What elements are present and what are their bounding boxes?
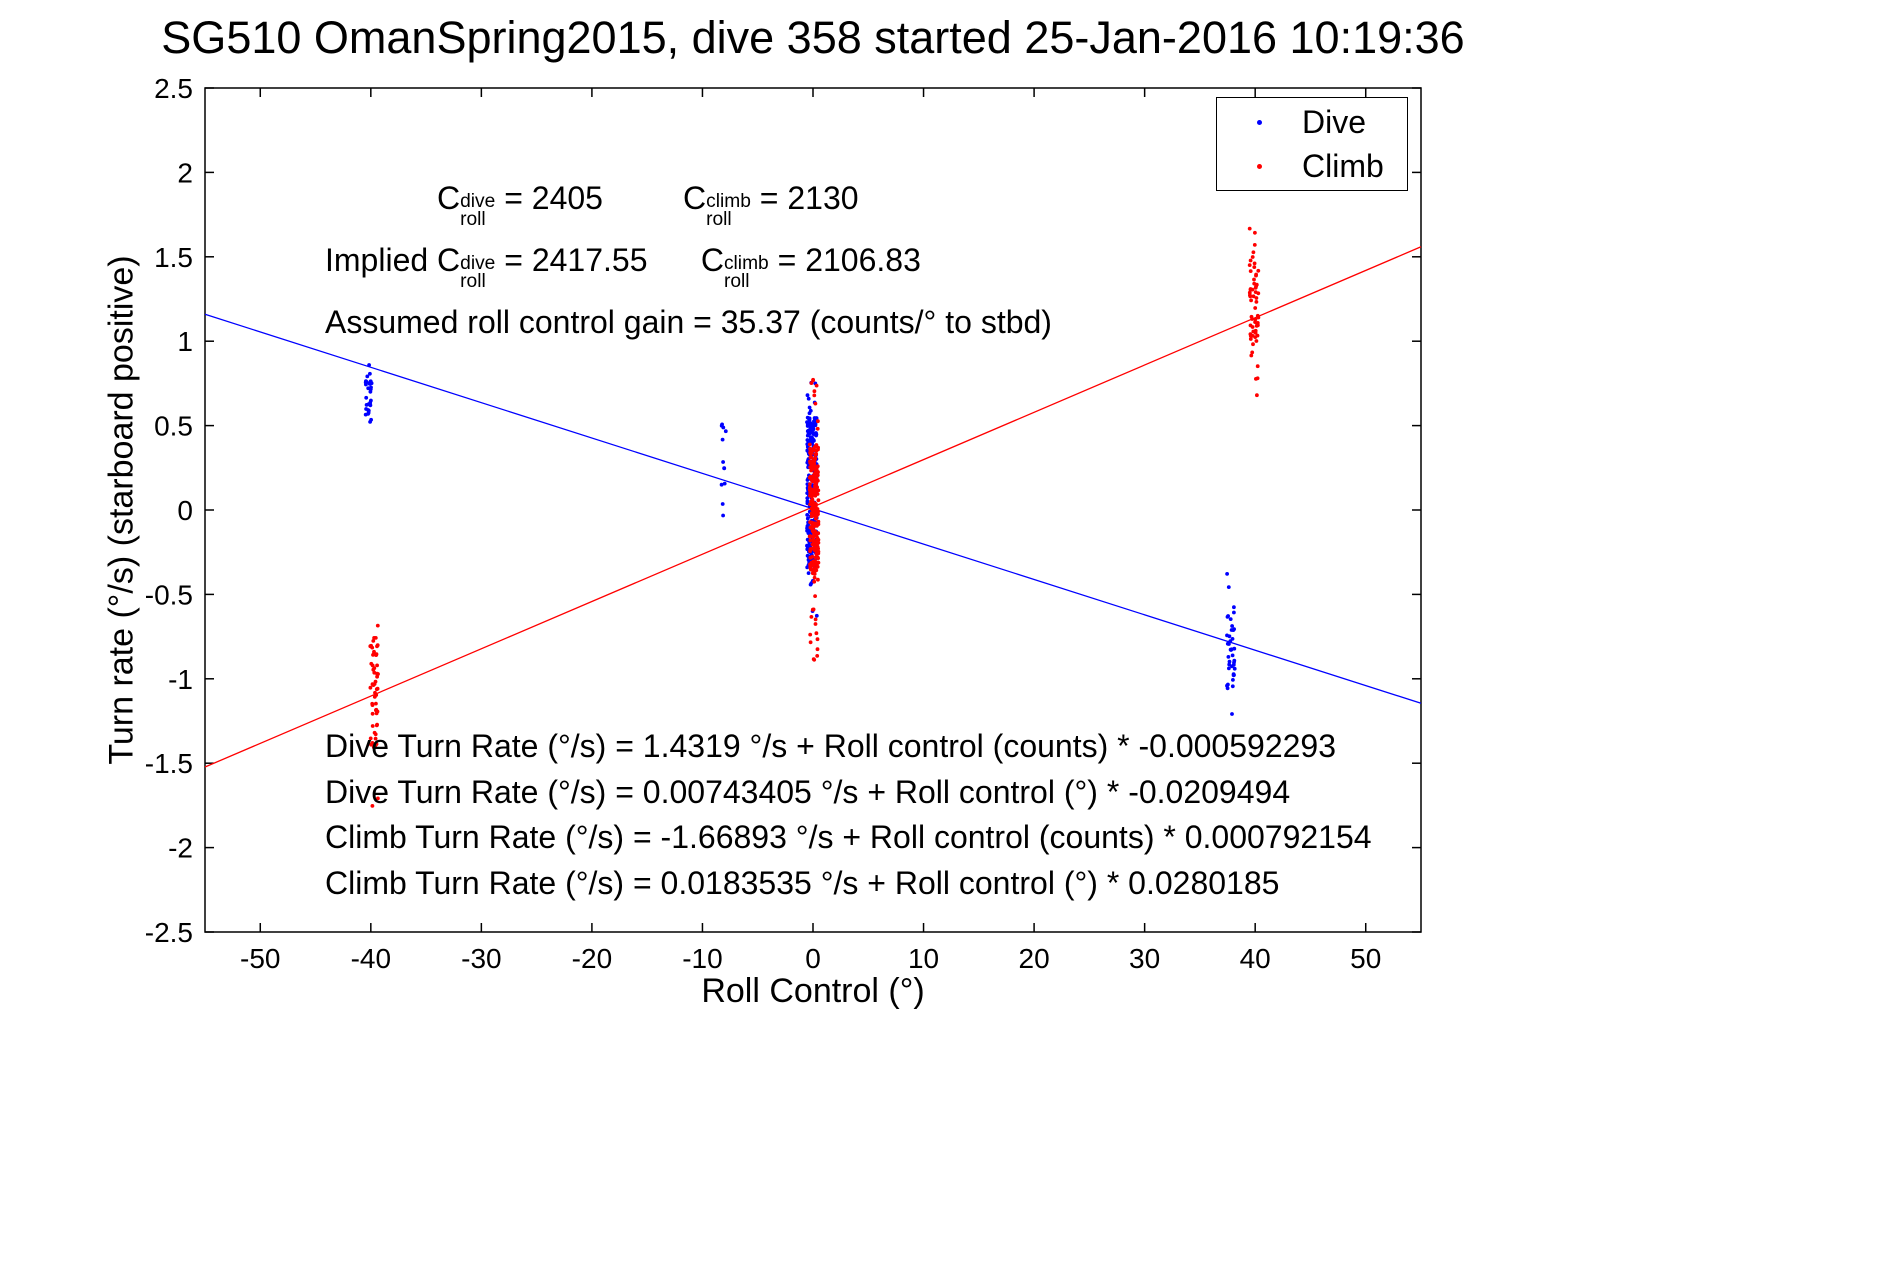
x-axis-label: Roll Control (°) [701,972,925,1010]
y-ticks: -2.5 -2 -1.5 -1 -0.5 0 0.5 1 1.5 2 2.5 [145,73,1421,948]
svg-text:-2: -2 [168,833,193,864]
svg-text:30: 30 [1129,943,1160,974]
svg-text:1.5: 1.5 [154,242,193,273]
svg-text:0: 0 [805,943,821,974]
sub-sup-stack: dive roll [460,190,496,230]
y-axis-label: Turn rate (°/s) (starboard positive) [102,255,141,765]
legend-item-dive: Dive [1217,100,1407,144]
svg-text:-30: -30 [461,943,501,974]
dive-points [363,363,1237,716]
svg-text:10: 10 [908,943,939,974]
legend: Dive Climb [1216,97,1408,191]
svg-text:20: 20 [1019,943,1050,974]
annotation-block-equations: Dive Turn Rate (°/s) = 1.4319 °/s + Roll… [325,728,1372,910]
svg-text:-0.5: -0.5 [145,579,193,610]
svg-text:2: 2 [177,157,193,188]
equation-climb-counts: Climb Turn Rate (°/s) = -1.66893 °/s + R… [325,819,1372,855]
equation-dive-degrees: Dive Turn Rate (°/s) = 0.00743405 °/s + … [325,773,1291,810]
svg-text:0.5: 0.5 [154,411,193,442]
svg-text:-20: -20 [572,943,612,974]
equation-climb-degrees: Climb Turn Rate (°/s) = 0.0183535 °/s + … [325,864,1280,901]
legend-label-dive: Dive [1302,103,1367,140]
svg-text:40: 40 [1240,943,1271,974]
sub-sup-stack: dive roll [460,252,496,292]
svg-text:-2.5: -2.5 [145,917,193,948]
svg-text:1: 1 [177,326,193,357]
svg-text:2.5: 2.5 [154,73,193,104]
svg-text:-40: -40 [351,943,391,974]
legend-label-climb: Climb [1302,147,1384,184]
legend-item-climb: Climb [1217,144,1407,188]
svg-text:-1: -1 [168,664,193,695]
svg-text:0: 0 [177,495,193,526]
dive-marker-icon [1257,119,1262,125]
sub-sup-stack: climb roll [723,252,769,292]
svg-text:-50: -50 [240,943,280,974]
sub-sup-stack: climb roll [706,190,751,230]
svg-text:50: 50 [1350,943,1381,974]
x-ticks: -50 -40 -30 -20 -10 0 10 20 30 40 50 [240,88,1381,974]
equation-dive-counts: Dive Turn Rate (°/s) = 1.4319 °/s + Roll… [325,728,1336,764]
svg-text:-1.5: -1.5 [145,748,193,779]
chart-title: SG510 OmanSpring2015, dive 358 started 2… [161,12,1465,63]
climb-marker-icon [1257,163,1262,169]
annotation-roll-gain: Assumed roll control gain = 35.37 (count… [325,304,1052,340]
svg-text:-10: -10 [682,943,722,974]
climb-points [368,226,1261,808]
